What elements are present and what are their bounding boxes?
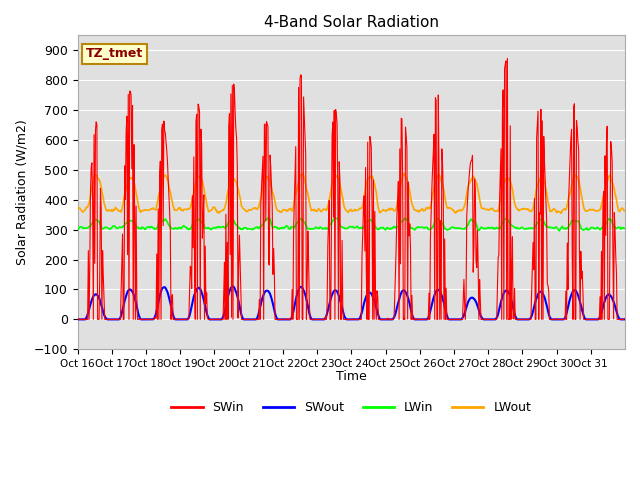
Y-axis label: Solar Radiation (W/m2): Solar Radiation (W/m2) xyxy=(15,120,28,265)
Text: TZ_tmet: TZ_tmet xyxy=(86,48,143,60)
Legend: SWin, SWout, LWin, LWout: SWin, SWout, LWin, LWout xyxy=(166,396,536,420)
Title: 4-Band Solar Radiation: 4-Band Solar Radiation xyxy=(264,15,439,30)
X-axis label: Time: Time xyxy=(336,371,367,384)
